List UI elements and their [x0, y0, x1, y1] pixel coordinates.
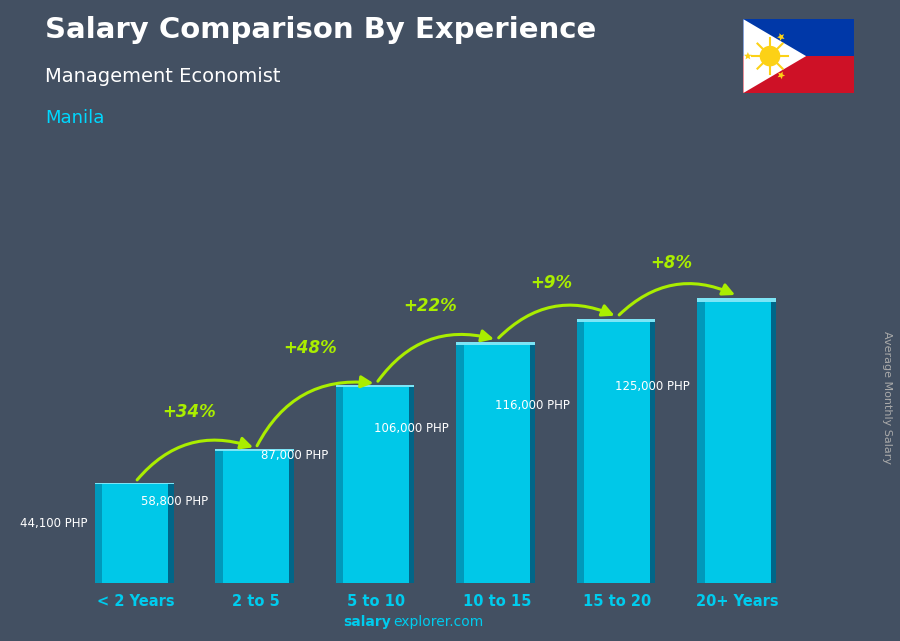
Text: +9%: +9%: [530, 274, 572, 292]
Bar: [698, 302, 705, 583]
Bar: [743, 19, 854, 56]
Bar: [743, 56, 854, 93]
Polygon shape: [743, 19, 806, 93]
Bar: [577, 322, 584, 583]
Text: salary: salary: [344, 615, 392, 629]
Text: Management Economist: Management Economist: [45, 67, 281, 87]
Bar: [336, 385, 415, 387]
Bar: [95, 483, 174, 484]
Bar: [215, 449, 294, 451]
Text: 58,800 PHP: 58,800 PHP: [141, 495, 208, 508]
Bar: [456, 345, 464, 583]
Bar: [289, 451, 294, 583]
Text: +8%: +8%: [651, 254, 692, 272]
Bar: [770, 302, 776, 583]
Text: 87,000 PHP: 87,000 PHP: [261, 449, 328, 462]
Text: +34%: +34%: [163, 403, 216, 421]
Bar: [577, 319, 655, 322]
Bar: [464, 345, 530, 583]
Text: +22%: +22%: [403, 297, 457, 315]
Circle shape: [760, 46, 780, 67]
Bar: [95, 484, 103, 583]
Bar: [456, 342, 535, 345]
Text: 125,000 PHP: 125,000 PHP: [616, 379, 690, 393]
Text: 44,100 PHP: 44,100 PHP: [21, 517, 88, 530]
Polygon shape: [778, 72, 785, 79]
Polygon shape: [777, 33, 785, 41]
Text: 116,000 PHP: 116,000 PHP: [495, 399, 570, 412]
Text: Average Monthly Salary: Average Monthly Salary: [881, 331, 892, 464]
Bar: [530, 345, 535, 583]
Text: explorer.com: explorer.com: [393, 615, 483, 629]
Bar: [168, 484, 174, 583]
Bar: [410, 387, 415, 583]
Text: Salary Comparison By Experience: Salary Comparison By Experience: [45, 16, 596, 44]
Text: +48%: +48%: [284, 339, 337, 358]
Text: Manila: Manila: [45, 109, 104, 127]
Bar: [651, 322, 655, 583]
Bar: [336, 387, 343, 583]
Bar: [343, 387, 410, 583]
Text: 106,000 PHP: 106,000 PHP: [374, 422, 449, 435]
Bar: [584, 322, 651, 583]
Bar: [705, 302, 770, 583]
Bar: [222, 451, 289, 583]
Polygon shape: [744, 52, 752, 60]
Bar: [698, 299, 776, 302]
Bar: [103, 484, 168, 583]
Bar: [215, 451, 222, 583]
